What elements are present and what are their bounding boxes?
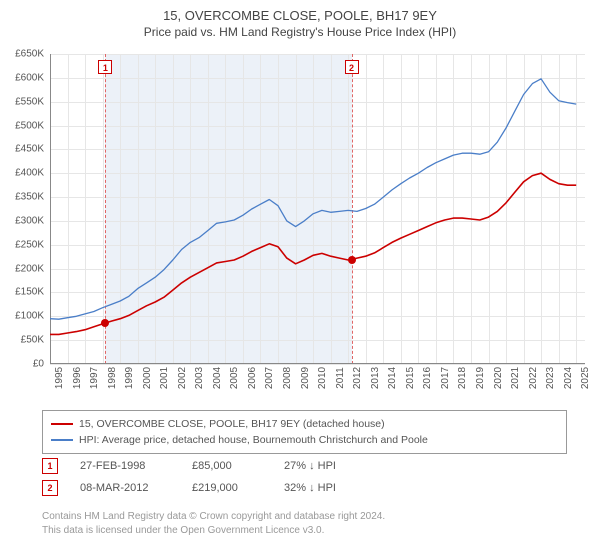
x-tick-label: 1998	[103, 367, 118, 389]
x-tick-label: 2013	[366, 367, 381, 389]
chart-plot-area: £0£50K£100K£150K£200K£250K£300K£350K£400…	[50, 54, 585, 364]
y-tick-label: £600K	[15, 72, 50, 83]
event-row-date: 27-FEB-1998	[80, 460, 170, 472]
y-tick-label: £50K	[21, 335, 50, 346]
event-table-row: 1 27-FEB-1998 £85,000 27% ↓ HPI	[42, 458, 336, 474]
event-row-delta: 32% ↓ HPI	[284, 482, 336, 494]
y-tick-label: £250K	[15, 239, 50, 250]
legend-label: 15, OVERCOMBE CLOSE, POOLE, BH17 9EY (de…	[79, 416, 385, 432]
legend-label: HPI: Average price, detached house, Bour…	[79, 432, 428, 448]
x-tick-label: 2024	[559, 367, 574, 389]
x-tick-label: 2000	[138, 367, 153, 389]
x-tick-label: 2008	[278, 367, 293, 389]
y-tick-label: £0	[33, 359, 50, 370]
y-tick-label: £200K	[15, 263, 50, 274]
chart-title: 15, OVERCOMBE CLOSE, POOLE, BH17 9EY	[0, 8, 600, 23]
x-tick-label: 2005	[225, 367, 240, 389]
x-tick-label: 2007	[260, 367, 275, 389]
x-tick-label: 2012	[348, 367, 363, 389]
x-tick-label: 2009	[296, 367, 311, 389]
x-tick-label: 2021	[506, 367, 521, 389]
legend-box: 15, OVERCOMBE CLOSE, POOLE, BH17 9EY (de…	[42, 410, 567, 454]
legend-swatch	[51, 439, 73, 441]
chart-container: 15, OVERCOMBE CLOSE, POOLE, BH17 9EY Pri…	[0, 0, 600, 560]
x-tick-label: 1999	[120, 367, 135, 389]
price-paid-marker	[101, 319, 109, 327]
event-row-price: £85,000	[192, 460, 262, 472]
event-table-row: 2 08-MAR-2012 £219,000 32% ↓ HPI	[42, 480, 336, 496]
x-tick-label: 1995	[50, 367, 65, 389]
event-row-delta: 27% ↓ HPI	[284, 460, 336, 472]
x-tick-label: 2022	[524, 367, 539, 389]
x-tick-label: 2023	[541, 367, 556, 389]
event-row-badge: 2	[42, 480, 58, 496]
x-tick-label: 1996	[68, 367, 83, 389]
x-tick-label: 2001	[155, 367, 170, 389]
y-tick-label: £550K	[15, 96, 50, 107]
event-row-date: 08-MAR-2012	[80, 482, 170, 494]
x-tick-label: 1997	[85, 367, 100, 389]
y-tick-label: £300K	[15, 215, 50, 226]
x-tick-label: 2018	[453, 367, 468, 389]
x-tick-label: 2019	[471, 367, 486, 389]
y-tick-label: £500K	[15, 120, 50, 131]
y-tick-label: £650K	[15, 49, 50, 60]
x-tick-label: 2014	[383, 367, 398, 389]
chart-subtitle: Price paid vs. HM Land Registry's House …	[0, 25, 600, 39]
title-block: 15, OVERCOMBE CLOSE, POOLE, BH17 9EY Pri…	[0, 0, 600, 39]
y-tick-label: £100K	[15, 311, 50, 322]
price-paid-marker	[348, 256, 356, 264]
x-tick-label: 2016	[418, 367, 433, 389]
y-tick-label: £400K	[15, 168, 50, 179]
y-tick-label: £350K	[15, 192, 50, 203]
x-tick-label: 2020	[489, 367, 504, 389]
x-tick-label: 2002	[173, 367, 188, 389]
legend-swatch	[51, 423, 73, 425]
x-tick-label: 2010	[313, 367, 328, 389]
events-table: 1 27-FEB-1998 £85,000 27% ↓ HPI 2 08-MAR-2012…	[42, 458, 336, 502]
chart-lines-svg	[50, 54, 585, 364]
series-line-hpi	[50, 79, 576, 319]
footer-line-1: Contains HM Land Registry data © Crown c…	[42, 510, 385, 524]
footer-line-2: This data is licensed under the Open Gov…	[42, 524, 385, 538]
x-tick-label: 2015	[401, 367, 416, 389]
y-tick-label: £150K	[15, 287, 50, 298]
x-tick-label: 2003	[190, 367, 205, 389]
footer-note: Contains HM Land Registry data © Crown c…	[42, 510, 385, 537]
gridline-h	[50, 364, 585, 365]
event-row-price: £219,000	[192, 482, 262, 494]
x-tick-label: 2011	[331, 367, 346, 389]
event-row-badge: 1	[42, 458, 58, 474]
y-tick-label: £450K	[15, 144, 50, 155]
series-line-price_paid	[50, 173, 576, 334]
x-tick-label: 2017	[436, 367, 451, 389]
x-tick-label: 2006	[243, 367, 258, 389]
x-tick-label: 2004	[208, 367, 223, 389]
legend-row: 15, OVERCOMBE CLOSE, POOLE, BH17 9EY (de…	[51, 416, 558, 432]
x-tick-label: 2025	[576, 367, 591, 389]
legend-row: HPI: Average price, detached house, Bour…	[51, 432, 558, 448]
